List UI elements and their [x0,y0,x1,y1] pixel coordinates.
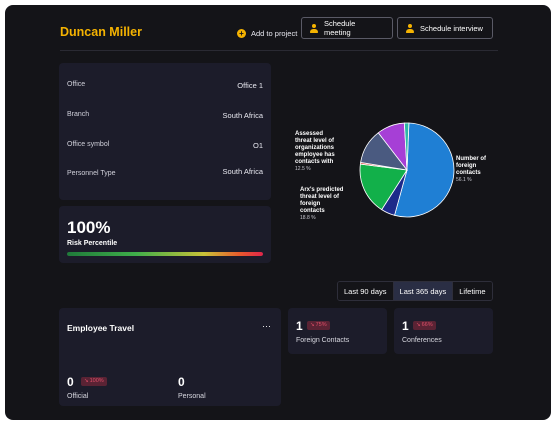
pie-annotation-label: foreign [456,163,477,169]
add-to-project-label: Add to project [251,28,298,38]
conferences-badge-value: 66% [421,322,433,328]
plus-circle-icon: + [237,28,246,38]
risk-progress-fill [67,252,263,256]
schedule-meeting-label: Schedule meeting [324,19,356,37]
tab-lifetime[interactable]: Lifetime [453,282,492,300]
foreign-contacts-card[interactable]: 1 ↘ 75% Foreign Contacts [288,308,387,354]
employee-travel-card: Employee Travel ··· 0 ↘ 100% Official 0 … [59,308,281,406]
info-row-personnel-type: Personnel Type South Africa [67,167,263,177]
pie-slice[interactable] [359,163,408,211]
pie-annotation-label: contacts with [295,159,334,165]
personal-label: Personal [178,393,206,400]
info-label: Personnel Type [67,170,116,177]
range-tabs: Last 90 days Last 365 days Lifetime [337,281,493,301]
info-row-office: Office Office 1 [67,81,263,90]
schedule-interview-label: Schedule interview [420,23,483,33]
trend-down-icon: ↘ [84,378,89,384]
risk-percentile-label: Risk Percentile [67,240,118,247]
pie-annotation-label: threat level of [295,138,335,144]
info-value: O1 [252,141,263,150]
info-value: South Africa [222,111,263,120]
pie-annotation-label: foreign [300,201,321,207]
trend-down-icon: ↘ [416,322,421,328]
risk-percent-value: 100% [67,218,111,237]
info-row-branch: Branch South Africa [67,111,263,120]
pie-annotation-label: Arx's predicted [300,187,344,193]
employee-travel-title: Employee Travel [67,323,135,333]
info-label: Office [67,81,86,88]
official-badge-value: 100% [89,378,104,384]
app-window: Duncan Miller + Add to project Schedule … [5,5,551,420]
official-change-badge: ↘ 100% [81,377,107,386]
person-icon [406,23,414,33]
tab-last-365-days[interactable]: Last 365 days [393,282,454,300]
trend-down-icon: ↘ [310,322,315,328]
foreign-contacts-change-badge: ↘ 75% [307,321,330,330]
pie-annotation-value: 56.1 % [456,177,472,183]
schedule-interview-button[interactable]: Schedule interview [397,17,493,39]
risk-percentile-card: 100% Risk Percentile [59,206,271,263]
header-divider [60,50,498,51]
pie-annotation-value: 18.8 % [300,215,316,221]
foreign-contacts-value: 1 [296,319,303,333]
employee-name: Duncan Miller [60,25,142,39]
schedule-meeting-button[interactable]: Schedule meeting [301,17,393,39]
pie-annotation-label: contacts [456,170,481,176]
conferences-value: 1 [402,319,409,333]
tab-last-90-days[interactable]: Last 90 days [338,282,394,300]
info-label: Office symbol [67,141,110,148]
pie-annotation-label: Number of [456,156,487,162]
pie-annotation-label: employee has [295,152,335,158]
info-label: Branch [67,111,90,118]
conferences-card[interactable]: 1 ↘ 66% Conferences [394,308,493,354]
conferences-label: Conferences [402,337,442,344]
foreign-contacts-label: Foreign Contacts [296,337,350,344]
add-to-project-button[interactable]: + Add to project [237,24,297,42]
pie-annotation-value: 12.5 % [295,166,311,172]
info-row-office-symbol: Office symbol O1 [67,141,263,150]
pie-annotation-label: contacts [300,208,325,214]
person-icon [310,23,318,33]
conferences-change-badge: ↘ 66% [413,321,436,330]
more-options-icon[interactable]: ··· [262,321,271,331]
pie-annotation-label: Assessed [295,131,323,137]
info-value: South Africa [222,167,263,176]
employee-info-card: Office Office 1 Branch South Africa Offi… [59,63,271,200]
personal-value: 0 [178,375,185,389]
risk-progress-bar [67,252,263,256]
pie-annotation-label: organizations [295,145,335,151]
official-label: Official [67,393,89,400]
pie-slice[interactable] [403,122,410,171]
pie-slice[interactable] [394,122,455,218]
official-value: 0 [67,375,74,389]
foreign-contacts-badge-value: 75% [315,322,327,328]
info-value: Office 1 [237,81,263,90]
pie-annotation-label: threat level of [300,194,340,200]
